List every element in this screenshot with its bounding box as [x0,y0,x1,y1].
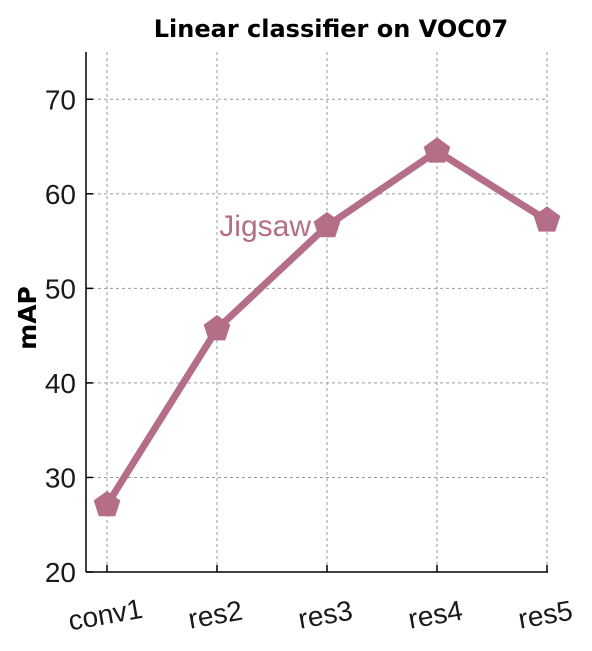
data-point [534,206,561,231]
x-tick-label: res4 [406,595,465,635]
x-tick-label: res2 [186,595,245,635]
x-tick-label: conv1 [66,593,145,637]
y-tick-label: 20 [45,557,76,588]
x-tick-label: res5 [516,595,575,635]
y-tick-label: 40 [45,368,76,399]
y-tick-label: 50 [45,273,76,304]
data-point [424,137,451,162]
axes [86,52,548,572]
tick-labels: 20 30 40 50 60 70 conv1 res2 res3 res4 res5 [45,84,575,636]
grid [86,52,548,572]
chart-title: Linear classifier on VOC07 [154,15,508,43]
y-tick-label: 30 [45,462,76,493]
y-tick-label: 60 [45,179,76,210]
y-tick-label: 70 [45,84,76,115]
x-tick-label: res3 [296,595,355,635]
series-label: Jigsaw [219,210,311,243]
y-axis-label: mAP [13,286,42,350]
